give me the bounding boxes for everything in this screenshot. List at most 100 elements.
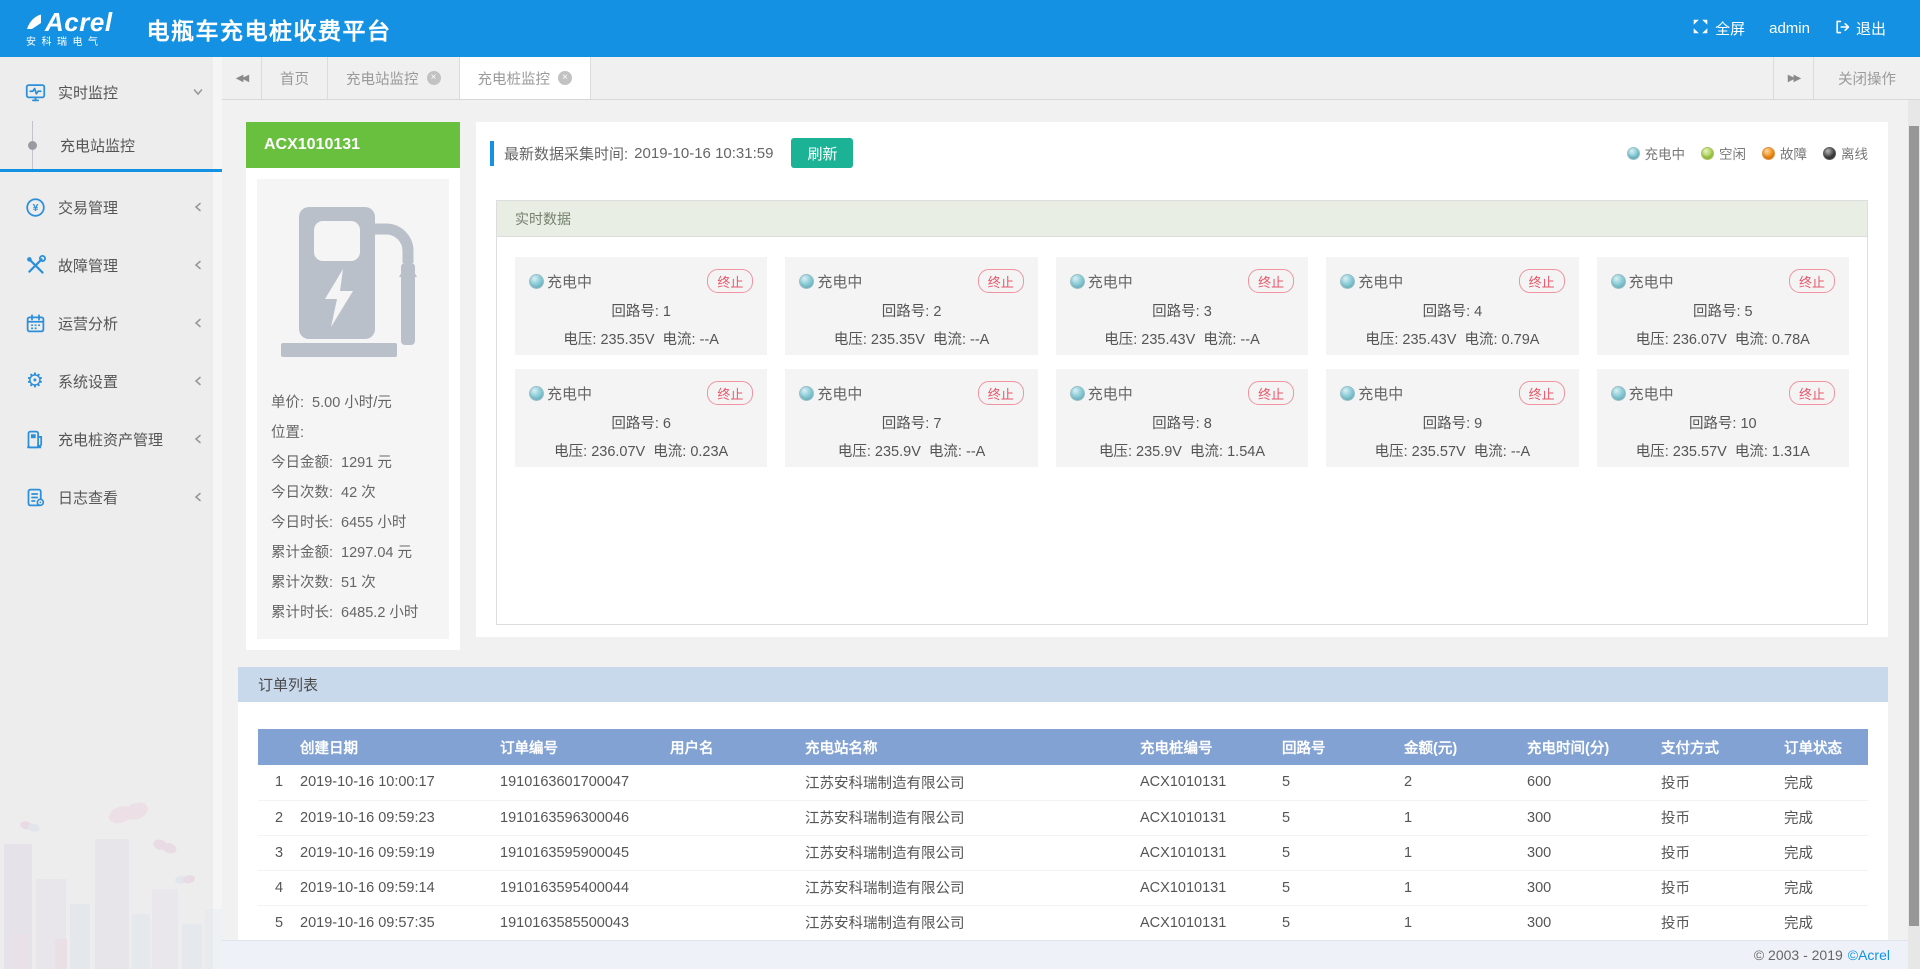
sidebar-item-label: 实时监控 (58, 84, 119, 102)
row-index: 4 (258, 870, 300, 906)
orders-title: 订单列表 (238, 667, 1888, 702)
order-row[interactable]: 1 2019-10-16 10:00:17 1910163601700047 江苏安科… (258, 765, 1868, 801)
column-header: 订单编号 (500, 729, 670, 765)
device-card: ACX1010131 单价: 5.0 (246, 122, 460, 650)
circuit-card: 充电中 终止 回路号: 9 电压: 235.57V 电流: --A (1326, 369, 1579, 467)
order-cell (670, 835, 805, 871)
order-cell: 完成 (1784, 800, 1868, 836)
asset-icon (24, 428, 46, 450)
close-operations-button[interactable]: 关闭操作 (1813, 57, 1920, 99)
scroll-tabs-right-icon[interactable]: ▶▶ (1773, 57, 1813, 99)
order-cell: 5 (1282, 870, 1404, 906)
tab-label: 首页 (280, 71, 309, 88)
tabbar-spacer (591, 57, 1773, 99)
terminate-button[interactable]: 终止 (1248, 269, 1295, 293)
sidebar-scrollbar[interactable] (213, 57, 222, 969)
order-cell: 投币 (1661, 765, 1784, 801)
order-cell: 完成 (1784, 765, 1868, 801)
sidebar-group-settings: ⚙ 系统设置 (0, 352, 222, 410)
order-cell: 江苏安科瑞制造有限公司 (805, 765, 1140, 801)
page-scrollbar-thumb[interactable] (1909, 126, 1919, 926)
order-cell: 2019-10-16 10:00:17 (300, 765, 500, 801)
circuit-card: 充电中 终止 回路号: 2 电压: 235.35V 电流: --A (785, 257, 1038, 355)
status-charging-dot-icon (529, 273, 544, 289)
sidebar-item-fault[interactable]: 故障管理 (0, 236, 222, 294)
row-index: 2 (258, 800, 300, 836)
terminate-button[interactable]: 终止 (977, 381, 1024, 405)
circuit-card: 充电中 终止 回路号: 5 电压: 236.07V 电流: 0.78A (1596, 257, 1849, 355)
sidebar-item-settings[interactable]: ⚙ 系统设置 (0, 352, 222, 410)
legend-item: 离线 (1823, 143, 1868, 163)
order-cell: 1 (1404, 835, 1527, 871)
order-row[interactable]: 4 2019-10-16 09:59:14 1910163595400044 江苏安科… (258, 870, 1868, 906)
column-header: 金额(元) (1404, 729, 1527, 765)
order-row[interactable]: 2 2019-10-16 09:59:23 1910163596300046 江苏安科… (258, 800, 1868, 836)
terminate-button[interactable]: 终止 (977, 269, 1024, 293)
close-icon[interactable]: × (558, 71, 572, 85)
legend-label: 离线 (1841, 147, 1868, 162)
transaction-icon: ¥ (24, 196, 46, 218)
terminate-button[interactable]: 终止 (1788, 269, 1835, 293)
chevron-left-icon (192, 433, 204, 445)
circuit-status: 充电中 (1087, 385, 1133, 403)
refresh-button[interactable]: 刷新 (791, 138, 854, 168)
stat-value: 51 次 (341, 575, 376, 591)
order-cell: 投币 (1661, 835, 1784, 871)
sidebar-item-log[interactable]: 日志查看 (0, 468, 222, 526)
terminate-button[interactable]: 终止 (1518, 269, 1565, 293)
acrel-link[interactable]: ©Acrel (1847, 947, 1890, 963)
chevron-left-icon (192, 201, 204, 213)
order-cell: 5 (1282, 905, 1404, 940)
order-cell: 1910163595900045 (500, 835, 670, 871)
order-row[interactable]: 3 2019-10-16 09:59:19 1910163595900045 江苏安科… (258, 835, 1868, 871)
sidebar-item-analysis[interactable]: 运营分析 (0, 294, 222, 352)
order-cell: 2019-10-16 09:57:35 (300, 905, 500, 940)
monitor-panel: 最新数据采集时间: 2019-10-16 10:31:59 刷新 充电中 空闲 故障… (476, 122, 1888, 637)
device-stat: 今日次数: 42 次 (271, 478, 435, 508)
order-cell (670, 800, 805, 836)
sidebar-item-asset[interactable]: 充电桩资产管理 (0, 410, 222, 468)
tab-station-monitor[interactable]: 充电站监控 × (328, 57, 460, 99)
orders-section: 订单列表 创建日期 订单编号 用户名 充电站名称 充电桩编号 回路号 金额(元) 充电时间(分… (238, 667, 1888, 940)
terminate-button[interactable]: 终止 (707, 381, 754, 405)
logout-button[interactable]: 退出 (1824, 18, 1896, 39)
terminate-button[interactable]: 终止 (1248, 381, 1295, 405)
circuit-metrics: 电压: 235.9V 电流: 1.54A (1098, 444, 1265, 460)
order-cell: 完成 (1784, 835, 1868, 871)
stat-label: 累计金额: (271, 545, 334, 561)
column-header: 支付方式 (1661, 729, 1784, 765)
sidebar-group-fault: 故障管理 (0, 236, 222, 294)
circuit-metrics: 电压: 235.57V 电流: --A (1374, 444, 1531, 460)
order-cell: 投币 (1661, 800, 1784, 836)
row-index: 5 (258, 905, 300, 940)
terminate-button[interactable]: 终止 (707, 269, 754, 293)
circuit-metrics: 电压: 236.07V 电流: 0.78A (1635, 332, 1810, 348)
terminate-button[interactable]: 终止 (1788, 381, 1835, 405)
circuit-card: 充电中 终止 回路号: 8 电压: 235.9V 电流: 1.54A (1055, 369, 1309, 467)
stat-label: 今日时长: (271, 515, 334, 531)
status-charging-dot-icon (1610, 385, 1626, 401)
order-cell: 江苏安科瑞制造有限公司 (805, 905, 1140, 940)
fullscreen-button[interactable]: 全屏 (1682, 18, 1755, 39)
column-header: 用户名 (670, 729, 805, 765)
terminate-button[interactable]: 终止 (1518, 381, 1565, 405)
stat-value: 1297.04 元 (341, 545, 412, 561)
circuit-number: 回路号: 6 (611, 416, 671, 432)
scroll-tabs-left-icon[interactable]: ◀◀ (222, 57, 262, 99)
circuit-metrics: 电压: 235.9V 电流: --A (837, 444, 986, 460)
submenu-dot (28, 140, 37, 150)
circuit-status: 充电中 (1628, 273, 1674, 291)
tab-home[interactable]: 首页 (262, 57, 328, 99)
order-row[interactable]: 5 2019-10-16 09:57:35 1910163585500043 江苏安科… (258, 905, 1868, 940)
circuit-metrics: 电压: 235.43V 电流: 0.79A (1365, 332, 1540, 348)
device-stat: 位置: (271, 418, 435, 448)
tab-pile-monitor[interactable]: 充电桩监控 × (459, 57, 591, 99)
close-icon[interactable]: × (426, 71, 441, 85)
sidebar-item-transaction[interactable]: ¥ 交易管理 (0, 178, 222, 236)
order-cell: ACX1010131 (1140, 800, 1282, 836)
username[interactable]: admin (1769, 20, 1810, 37)
sidebar-item-realtime[interactable]: 实时监控 (0, 63, 222, 121)
skyline-decoration (4, 802, 222, 969)
page-scrollbar[interactable] (1908, 100, 1920, 969)
sidebar-subitem-station-monitor[interactable]: 充电站监控 (0, 121, 222, 169)
